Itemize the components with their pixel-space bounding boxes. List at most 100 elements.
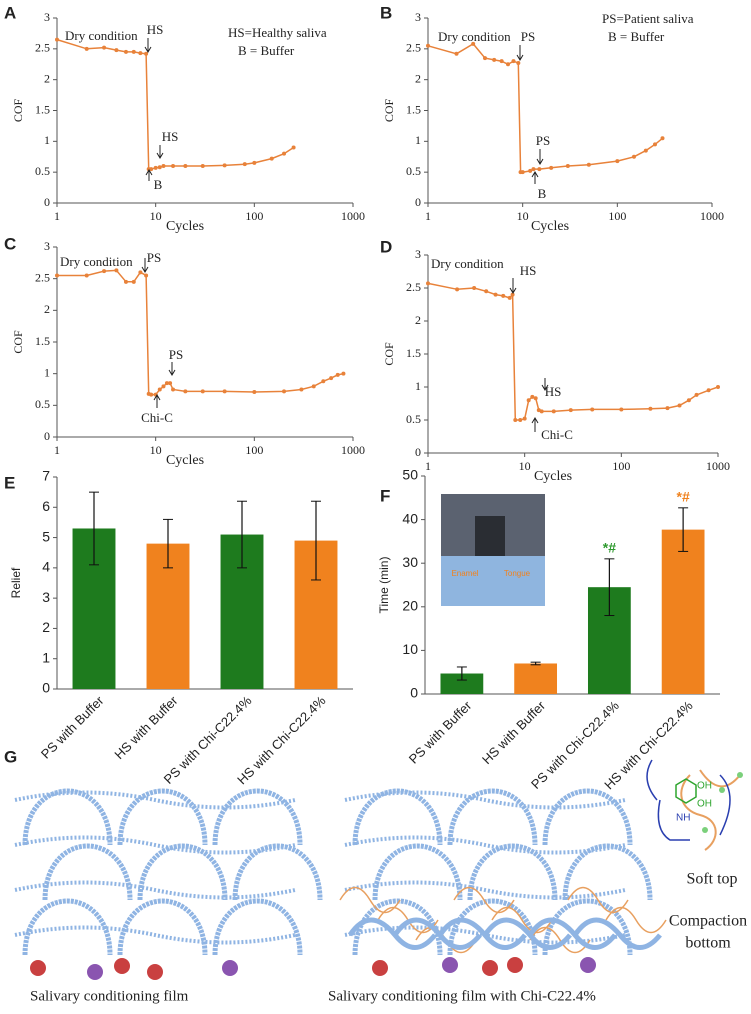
point <box>200 164 205 168</box>
point <box>694 392 699 397</box>
annotation: Dry condition <box>431 256 504 271</box>
y-tick-label: 0 <box>410 685 418 701</box>
y-tick-label: 1 <box>42 649 50 665</box>
y-axis-label: COF <box>11 99 25 123</box>
x-tick-label: 10 <box>150 209 162 223</box>
y-tick-label: 7 <box>42 468 50 484</box>
point <box>482 56 487 61</box>
x-tick-label: 1000 <box>341 209 365 223</box>
x-tick-label: PS with Buffer <box>38 692 107 761</box>
x-tick-label: 1000 <box>700 209 724 223</box>
point <box>222 389 227 394</box>
y-tick-label: 2.5 <box>406 41 421 55</box>
annotation: Dry condition <box>438 29 511 44</box>
fiber <box>14 880 296 900</box>
point <box>506 62 511 67</box>
point <box>311 384 316 389</box>
fiber <box>572 917 662 950</box>
point <box>484 289 489 294</box>
point <box>660 136 665 141</box>
point <box>335 372 340 377</box>
label: Compaction <box>669 913 747 930</box>
y-tick-label: 1 <box>44 365 50 379</box>
point <box>153 165 158 170</box>
point <box>168 381 173 386</box>
panel-letter: B <box>380 3 392 22</box>
point <box>522 416 527 421</box>
y-tick-label: 1 <box>44 133 50 147</box>
point <box>507 295 512 300</box>
annotation: PS <box>536 133 550 148</box>
annotation: *# <box>677 489 690 505</box>
x-tick-label: 100 <box>608 209 626 223</box>
arrow-head <box>516 54 524 61</box>
annotation: PS <box>147 250 161 265</box>
point <box>131 49 136 54</box>
y-tick-label: 0 <box>44 429 50 443</box>
y-tick-label: 0 <box>415 195 421 209</box>
point <box>549 165 554 170</box>
inset-photo <box>475 516 505 556</box>
point <box>321 379 326 384</box>
fiber <box>232 843 323 901</box>
point <box>291 145 296 150</box>
point <box>653 142 658 147</box>
fiber <box>344 880 626 900</box>
fiber <box>344 835 626 855</box>
annotation: B <box>538 186 547 201</box>
y-tick-label: 0.5 <box>35 397 50 411</box>
point <box>171 387 176 392</box>
point <box>568 408 573 413</box>
annotation: HS <box>162 129 179 144</box>
protein <box>30 960 46 976</box>
y-tick-label: 2.5 <box>35 41 50 55</box>
annotation: HS <box>520 263 537 278</box>
point <box>282 151 287 156</box>
point <box>131 279 136 284</box>
y-tick-label: 40 <box>402 510 418 526</box>
x-axis-label: Cycles <box>531 219 569 234</box>
y-tick-label: 2 <box>415 71 421 85</box>
panel-letter: F <box>380 486 390 505</box>
annotation: B = Buffer <box>608 29 665 44</box>
fiber <box>117 788 208 846</box>
fiber <box>137 843 228 901</box>
y-tick-label: 1.5 <box>406 102 421 116</box>
point <box>157 165 162 170</box>
point <box>138 51 143 56</box>
fiber <box>14 835 296 855</box>
point <box>426 281 430 286</box>
point <box>149 167 154 172</box>
arrow-head <box>531 417 539 424</box>
y-tick-label: 2 <box>44 302 50 316</box>
y-axis-label: COF <box>11 330 25 354</box>
point <box>511 59 516 64</box>
arrow-head <box>153 394 161 401</box>
x-tick-label: 1 <box>54 443 60 457</box>
line <box>56 38 295 170</box>
y-tick-label: 1 <box>415 133 421 147</box>
point <box>493 292 498 297</box>
fiber <box>542 898 633 956</box>
chitosan <box>529 926 591 954</box>
chitosan <box>339 886 401 914</box>
point <box>516 61 521 66</box>
point <box>341 371 346 376</box>
fiber <box>542 788 633 846</box>
point <box>513 418 518 422</box>
fiber <box>562 843 653 901</box>
y-tick-label: 30 <box>402 554 418 570</box>
y-tick-label: 5 <box>42 528 50 544</box>
chitosan <box>491 906 553 934</box>
line <box>427 42 663 173</box>
x-tick-label: 10 <box>519 459 531 473</box>
point <box>55 37 59 42</box>
point <box>539 409 544 414</box>
fiber <box>42 843 133 901</box>
point <box>648 406 653 411</box>
arrow-head <box>156 152 164 159</box>
molecule: OH OH NH <box>646 759 743 851</box>
x-tick-label: 1000 <box>706 459 730 473</box>
y-tick-label: 0.5 <box>35 164 50 178</box>
y-tick-label: 0 <box>415 445 421 459</box>
